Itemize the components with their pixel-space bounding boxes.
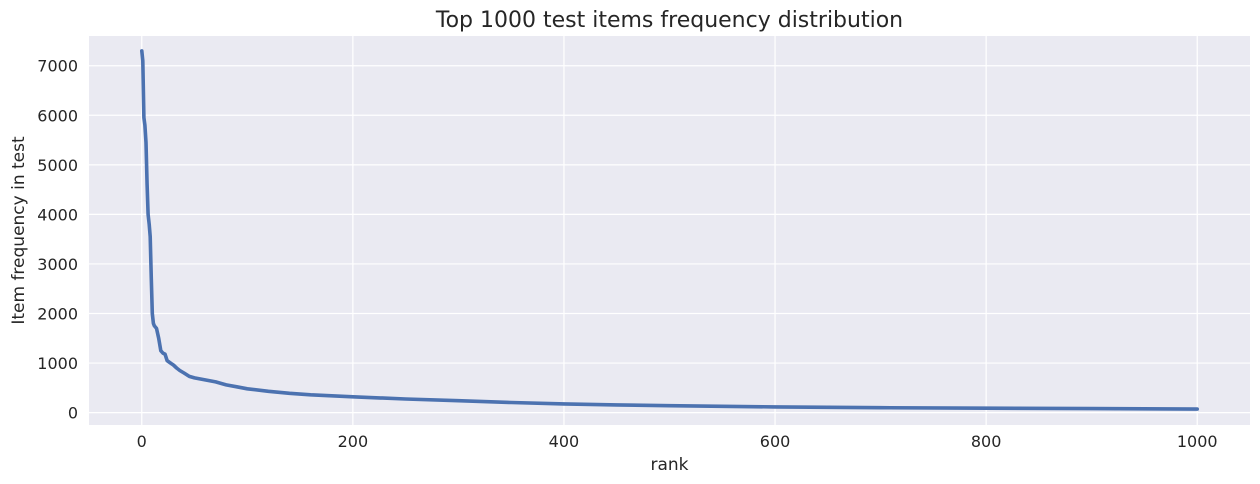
chart-title: Top 1000 test items frequency distributi… xyxy=(435,8,903,33)
y-tick-labels: 0 1000 2000 3000 4000 5000 6000 7000 xyxy=(37,57,78,423)
x-tick-label: 1000 xyxy=(1177,432,1218,451)
y-tick-label: 5000 xyxy=(37,156,78,175)
y-tick-label: 6000 xyxy=(37,106,78,125)
grid-lines xyxy=(89,36,1250,425)
x-tick-labels: 0 200 400 600 800 1000 xyxy=(137,432,1218,451)
x-tick-label: 200 xyxy=(338,432,369,451)
x-tick-label: 600 xyxy=(760,432,791,451)
y-tick-label: 4000 xyxy=(37,205,78,224)
plot-area xyxy=(89,36,1250,425)
x-tick-label: 0 xyxy=(137,432,147,451)
y-tick-label: 0 xyxy=(68,404,78,423)
x-axis-label: rank xyxy=(650,455,688,475)
y-tick-label: 1000 xyxy=(37,354,78,373)
y-tick-label: 7000 xyxy=(37,57,78,76)
y-axis-label: Item frequency in test xyxy=(9,136,29,325)
x-tick-label: 400 xyxy=(549,432,580,451)
series-layer xyxy=(140,49,1199,411)
series-line xyxy=(140,49,1199,411)
x-tick-label: 800 xyxy=(971,432,1002,451)
y-tick-label: 3000 xyxy=(37,255,78,274)
y-tick-label: 2000 xyxy=(37,305,78,324)
